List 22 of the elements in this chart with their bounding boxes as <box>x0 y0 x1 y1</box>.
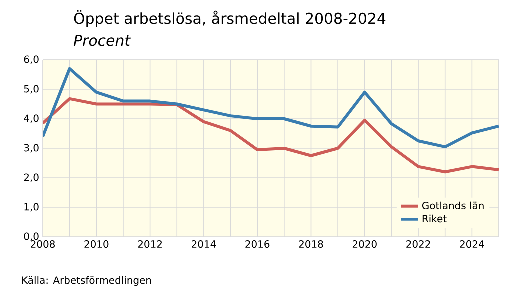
y-tick-label: 2,0 <box>24 174 39 182</box>
x-tick-label: 2016 <box>246 240 270 248</box>
y-tick-label: 6,0 <box>24 56 39 64</box>
y-tick-label: 5,0 <box>24 85 39 94</box>
x-tick-label: 2008 <box>31 240 55 248</box>
chart-title: Öppet arbetslösa, årsmedeltal 2008-2024 <box>74 10 386 28</box>
text: Källa: Arbetsförmedlingen <box>22 276 152 286</box>
line-series <box>43 67 500 149</box>
x-tick-label: 2018 <box>299 240 324 248</box>
x-tick-label: 2014 <box>192 240 216 248</box>
legend-label: Gotlands län <box>422 202 484 210</box>
chart-subtitle: Procent <box>74 35 132 46</box>
y-tick-label: 3,0 <box>24 144 39 153</box>
legend-label: Riket <box>422 214 447 223</box>
x-tick-label: 2020 <box>352 240 377 248</box>
y-tick-label: 1,0 <box>24 203 39 212</box>
y-tick-label: 0,0 <box>24 232 39 242</box>
x-tick-label: 2012 <box>138 240 162 248</box>
x-tick-label: 2022 <box>406 240 430 248</box>
x-tick-label: 2024 <box>460 240 484 248</box>
x-tick-label: 2010 <box>84 240 109 248</box>
y-tick-label: 4,0 <box>24 114 39 124</box>
